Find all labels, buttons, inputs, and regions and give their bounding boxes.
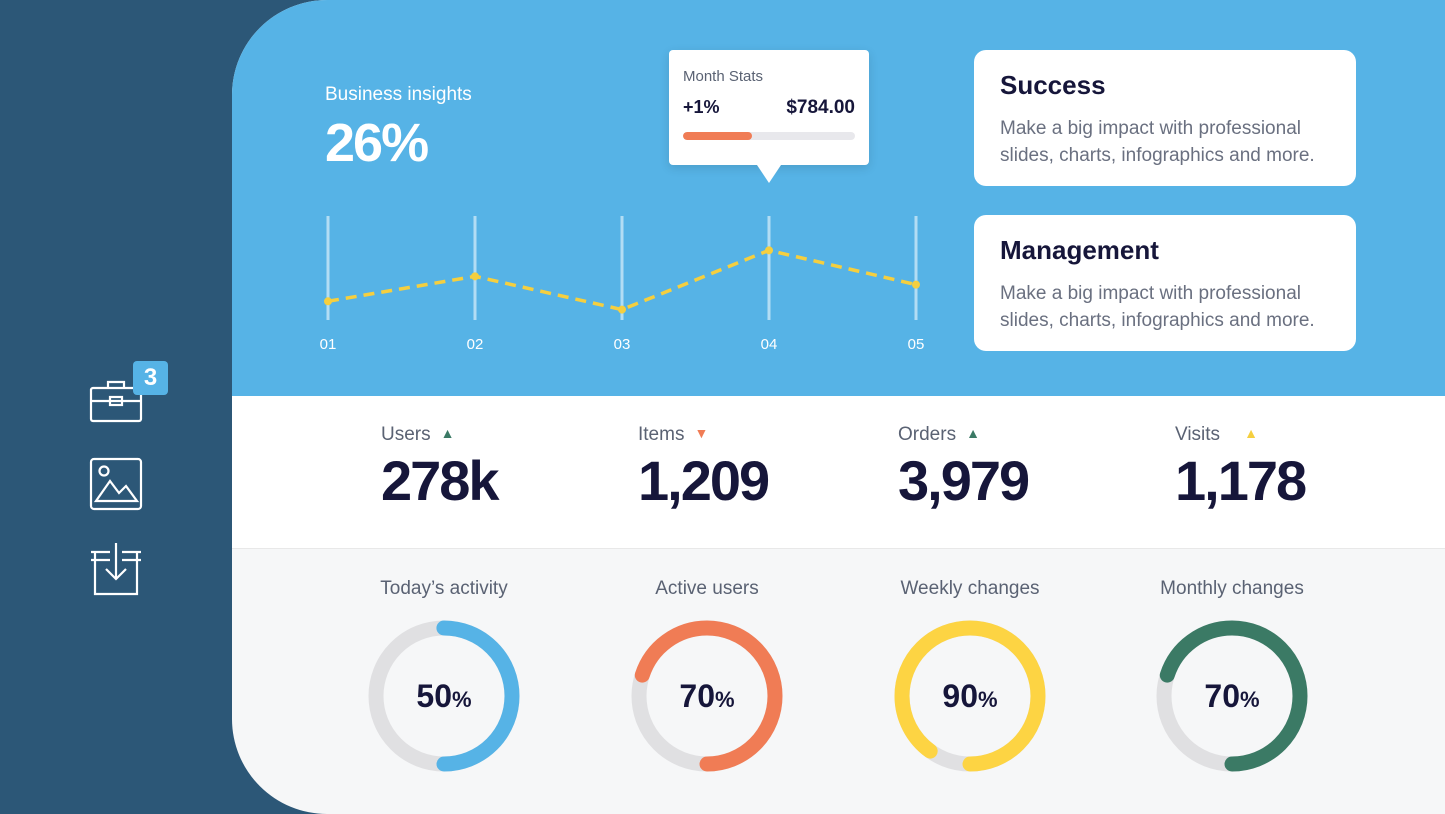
stat-value: 1,178 [1175,449,1307,512]
stat-label: Users [381,424,431,445]
gauge-label: Monthly changes [1160,578,1304,599]
gauge-unit: % [452,687,472,712]
x-tick-label: 04 [761,336,778,353]
trend-down-icon: ▼ [694,425,709,441]
briefcase-icon[interactable] [88,372,144,428]
trend-up-icon: ▲ [440,425,455,441]
gauge-ring: 70% [631,620,783,772]
series-line [327,248,917,312]
line-chart: 01 02 03 04 05 [320,216,925,353]
dashboard-main: Business insights 26% 01 02 03 04 05 Month S… [232,0,1445,814]
gauge-monthly-changes: Monthly changes 70% [1132,578,1332,776]
data-point [324,297,332,306]
gauge-number: 50 [416,678,452,714]
gauge-number: 70 [679,678,715,714]
gauge-value: 90% [942,678,997,714]
image-icon[interactable] [88,456,144,512]
tooltip-amount: $784.00 [786,97,855,118]
gauge-arc [368,620,520,772]
gauge-active-users: Active users 70% [607,578,807,776]
success-card: Success Make a big impact with professio… [974,50,1356,186]
gauge-value: 70% [1204,678,1259,714]
stat-value: 1,209 [638,449,770,512]
stat-visits: Visits ▲ 1,178 [1175,424,1307,513]
tooltip-progress-track [683,132,855,140]
stat-items: Items ▼ 1,209 [638,424,770,513]
stat-value: 278k [381,449,500,512]
stat-label: Orders [898,424,957,445]
x-tick-label: 02 [467,336,484,353]
gauge-arc [1156,620,1308,772]
month-stats-tooltip: Month Stats +1% $784.00 [669,50,869,183]
stats-row: Users ▲ 278k Items ▼ 1,209 Orders ▲ 3,979 V… [232,396,1445,549]
x-tick-label: 03 [614,336,631,353]
gauge-ring: 70% [1156,620,1308,772]
gauge-weekly-changes: Weekly changes 90% [870,578,1070,776]
download-icon[interactable] [88,541,144,597]
gauge-number: 90 [942,678,978,714]
tooltip-change: +1% [683,97,720,117]
data-point [765,246,773,255]
gauge-ring: 50% [368,620,520,772]
gauge-label: Active users [655,578,759,599]
stat-users: Users ▲ 278k [381,424,500,513]
gauge-arc [631,620,783,772]
stat-value: 3,979 [898,449,1030,512]
gauge-label: Weekly changes [900,578,1040,599]
trend-up-icon: ▲ [966,425,980,441]
sidebar: 3 [0,0,232,814]
gauge-unit: % [1240,687,1260,712]
gauge-unit: % [715,687,735,712]
gauge-label: Today’s activity [380,578,508,599]
stat-orders: Orders ▲ 3,979 [898,424,1030,513]
gauge-ring: 90% [894,620,1046,772]
data-point [471,272,479,281]
card-title: Management [1000,235,1159,265]
card-title: Success [1000,70,1106,100]
insight-value: 26% [325,113,429,173]
x-tick-label: 01 [320,336,337,353]
data-point [912,280,920,289]
gauge-todays-activity: Today’s activity 50% [344,578,544,776]
gauge-value: 50% [416,678,471,714]
insight-label: Business insights [325,84,472,105]
management-card: Management Make a big impact with profes… [974,215,1356,351]
notification-badge: 3 [133,361,168,395]
card-text: Make a big impact with professional slid… [1000,283,1315,331]
gauge-value: 70% [679,678,734,714]
stat-label: Visits [1175,424,1221,445]
gauge-unit: % [978,687,998,712]
tooltip-title: Month Stats [683,68,764,85]
gauge-number: 70 [1204,678,1240,714]
trend-up-icon: ▲ [1244,425,1258,441]
data-point [618,305,626,314]
tooltip-progress-fill [683,132,752,140]
stat-label: Items [638,424,685,445]
x-tick-label: 05 [908,336,925,353]
gauge-arc [894,620,1046,772]
card-text: Make a big impact with professional slid… [1000,118,1315,166]
hero-panel: Business insights 26% 01 02 03 04 05 Month S… [232,0,1445,396]
